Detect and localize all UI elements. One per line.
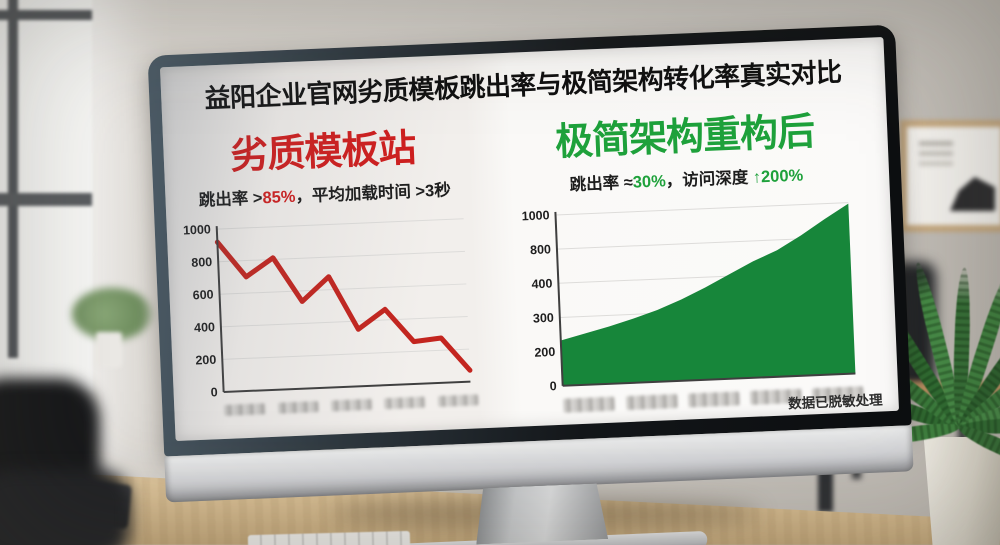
svg-text:1000: 1000 — [183, 222, 211, 237]
svg-text:600: 600 — [193, 288, 214, 303]
subtitle-text: 跳出率 ≈ — [569, 173, 634, 195]
monitor-bezel: 益阳企业官网劣质模板跳出率与极简架构转化率真实对比 劣质模板站 跳出率 >85%… — [147, 24, 912, 457]
panel-minimal-rebuild: 极简架构重构后 跳出率 ≈30%，访问深度 ↑200% 1000 800 400 30… — [480, 89, 898, 416]
window-mullion — [0, 10, 92, 20]
bounce-rate-line-chart: 1000 800 600 400 200 0 — [183, 218, 473, 400]
svg-text:800: 800 — [191, 255, 212, 270]
svg-text:200: 200 — [534, 345, 555, 360]
window — [0, 0, 92, 453]
subtitle-text: 跳出率 > — [198, 189, 263, 210]
redacted-x-label — [384, 396, 426, 410]
window-mullion — [0, 193, 92, 206]
redacted-x-label — [277, 401, 319, 414]
panel-right-heading: 极简架构重构后 — [554, 111, 815, 164]
svg-text:0: 0 — [550, 379, 558, 393]
svg-text:300: 300 — [533, 311, 554, 326]
redacted-x-label — [563, 396, 616, 413]
svg-text:800: 800 — [530, 242, 551, 257]
comparison-panels: 劣质模板站 跳出率 >85%，平均加载时间 >3秒 1000 800 600 400 2… — [162, 89, 898, 429]
panel-right-subtitle: 跳出率 ≈30%，访问深度 ↑200% — [569, 162, 804, 196]
small-plant — [72, 288, 152, 340]
svg-text:400: 400 — [532, 277, 553, 292]
monitor-screen: 益阳企业官网劣质模板跳出率与极简架构转化率真实对比 劣质模板站 跳出率 >85%… — [159, 37, 900, 442]
redacted-x-label — [224, 403, 266, 416]
svg-text:0: 0 — [211, 385, 219, 399]
fern-plant — [836, 260, 1000, 545]
bounce-rate-chart-box: 1000 800 600 400 200 0 — [181, 209, 479, 417]
conversion-growth-area-chart: 1000 800 400 300 200 0 — [522, 202, 856, 393]
subtitle-text: ，访问深度 — [665, 168, 754, 191]
background-desk-leg — [958, 394, 967, 479]
frame-artwork — [950, 177, 995, 211]
panel-left-subtitle: 跳出率 >85%，平均加载时间 >3秒 — [198, 176, 451, 211]
subtitle-highlight: 30% — [632, 172, 667, 192]
redacted-x-label — [625, 394, 678, 411]
redacted-x-label — [331, 398, 373, 412]
data-anonymized-note: 数据已脱敏处理 — [787, 392, 883, 412]
frame-artwork — [919, 141, 953, 146]
fern-pot — [923, 437, 1000, 545]
subtitle-highlight: ↑200% — [752, 166, 804, 187]
small-plant-pot — [96, 332, 122, 368]
redacted-x-label — [437, 394, 479, 408]
monitor: 益阳企业官网劣质模板跳出率与极简架构转化率真实对比 劣质模板站 跳出率 >85%… — [147, 24, 917, 545]
monitor-stand — [474, 483, 608, 544]
wall-picture-frame — [900, 120, 1000, 232]
office-chair — [0, 470, 130, 545]
subtitle-text: ，平均加载时间 >3秒 — [295, 181, 452, 206]
svg-text:200: 200 — [195, 353, 216, 368]
subtitle-highlight: 85% — [262, 187, 296, 208]
growth-chart-box: 1000 800 400 300 200 0 — [519, 193, 864, 414]
panel-left-heading: 劣质模板站 — [229, 127, 417, 178]
svg-text:400: 400 — [194, 320, 215, 335]
window-mullion — [8, 0, 18, 358]
svg-text:1000: 1000 — [522, 208, 550, 223]
panel-bad-template: 劣质模板站 跳出率 >85%，平均加载时间 >3秒 1000 800 600 400 2… — [162, 106, 493, 429]
redacted-x-label — [687, 391, 740, 408]
x-axis-labels-redacted — [188, 394, 479, 417]
